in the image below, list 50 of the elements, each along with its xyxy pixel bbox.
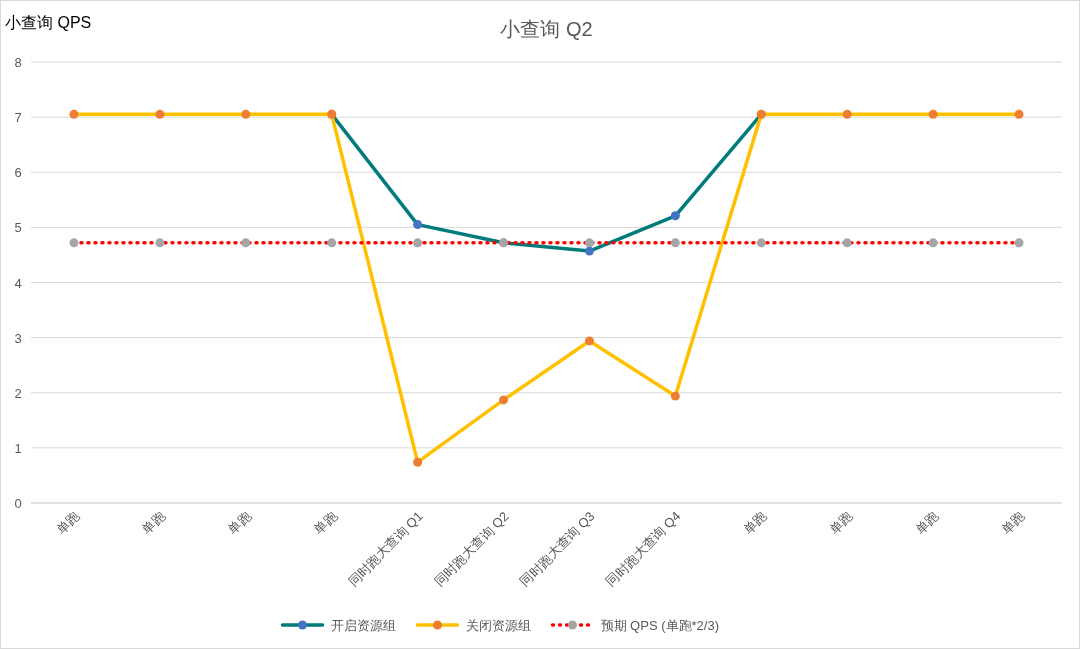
x-tick-label: 单跑 — [740, 508, 770, 538]
point — [928, 238, 938, 248]
y-tick-label: 1 — [14, 440, 22, 456]
point — [756, 238, 766, 248]
point — [1014, 238, 1024, 248]
point — [413, 238, 423, 248]
y-tick-label: 8 — [14, 55, 22, 70]
x-tick-label: 单跑 — [224, 508, 254, 538]
x-tick-label: 单跑 — [310, 508, 340, 538]
point — [670, 238, 680, 248]
x-tick-label: 同时跑大查询 Q2 — [431, 508, 512, 590]
point — [1014, 109, 1024, 119]
point — [241, 109, 251, 119]
point — [670, 391, 680, 401]
point — [241, 238, 251, 248]
y-axis-title: 小查询 QPS — [5, 14, 92, 31]
point — [413, 457, 423, 467]
x-tick-label: 单跑 — [912, 508, 942, 538]
chart-title: 小查询 Q2 — [500, 18, 593, 40]
point — [499, 395, 509, 405]
y-tick-label: 4 — [14, 275, 22, 291]
x-tick-label: 单跑 — [998, 508, 1028, 538]
legend-label: 关闭资源组 — [465, 618, 531, 633]
y-tick-label: 6 — [14, 165, 22, 181]
point — [584, 336, 594, 346]
point — [670, 211, 680, 221]
x-tick-label: 同时跑大查询 Q4 — [602, 508, 684, 590]
point — [584, 238, 594, 248]
y-tick-label: 3 — [14, 330, 22, 346]
x-tick-label: 同时跑大查询 Q1 — [345, 508, 426, 590]
x-tick-label: 同时跑大查询 Q3 — [516, 508, 598, 590]
point — [842, 238, 852, 248]
legend-label: 开启资源组 — [330, 618, 396, 633]
point — [69, 238, 79, 248]
point — [155, 238, 165, 248]
x-tick-label: 单跑 — [139, 508, 168, 538]
point — [928, 109, 938, 119]
point — [584, 246, 594, 256]
point — [413, 220, 423, 230]
y-tick-label: 7 — [14, 110, 22, 126]
point — [327, 238, 337, 248]
y-tick-label: 0 — [14, 496, 22, 511]
x-tick-label: 单跑 — [53, 508, 83, 538]
legend-label: 预期 QPS (单跑*2/3) — [600, 618, 719, 633]
y-tick-label: 2 — [14, 385, 22, 401]
point — [69, 109, 79, 119]
x-tick-label: 单跑 — [826, 508, 856, 538]
y-tick-label: 5 — [14, 220, 22, 236]
point — [842, 109, 852, 119]
point — [155, 109, 165, 119]
